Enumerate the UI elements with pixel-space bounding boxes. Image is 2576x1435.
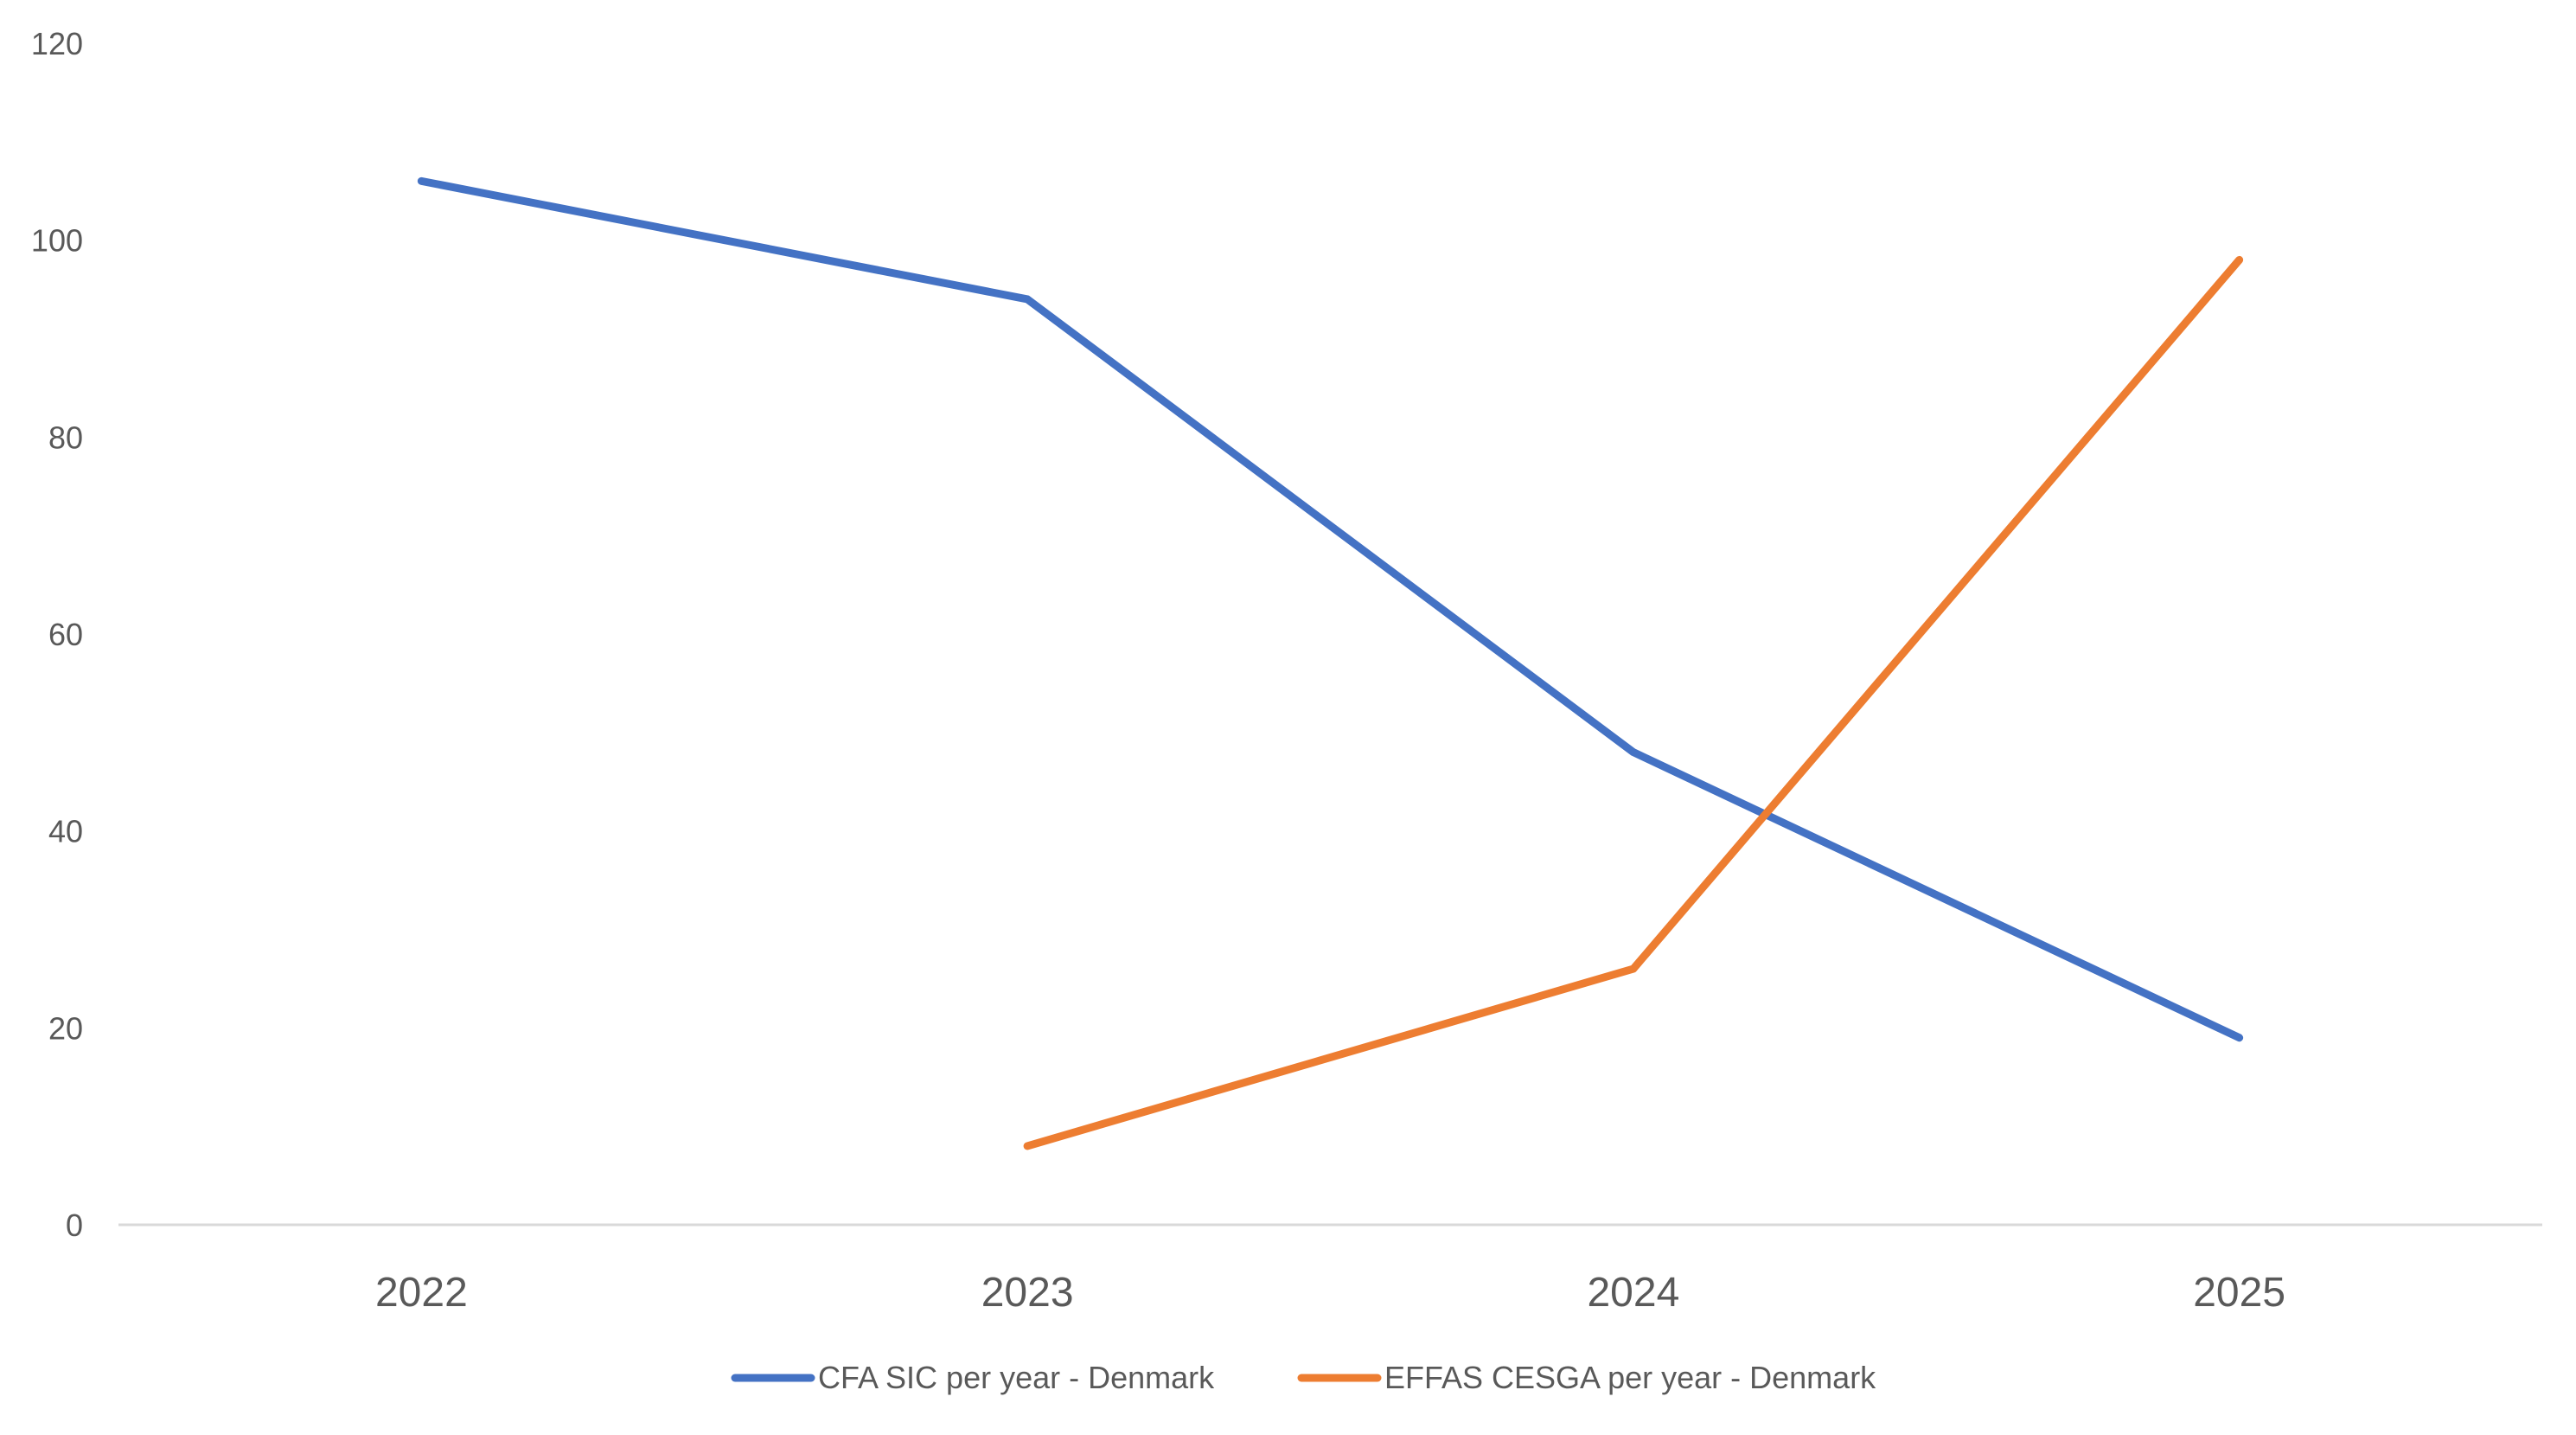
x-tick-label: 2023 — [981, 1270, 1074, 1316]
legend-label: CFA SIC per year - Denmark — [818, 1360, 1215, 1395]
legend-item: EFFAS CESGA per year - Denmark — [1297, 1360, 1876, 1395]
series-lines — [417, 176, 2244, 1150]
x-axis-ticks: 2022 2023 2024 2025 — [375, 1270, 2285, 1316]
y-tick-label: 40 — [48, 814, 83, 849]
x-tick-label: 2025 — [2193, 1270, 2285, 1316]
y-tick-label: 80 — [48, 420, 83, 455]
series-line-0 — [417, 176, 2244, 1042]
x-tick-label: 2024 — [1587, 1270, 1679, 1316]
x-tick-label: 2022 — [375, 1270, 468, 1316]
y-tick-label: 0 — [66, 1208, 83, 1243]
legend: CFA SIC per year - Denmark EFFAS CESGA pe… — [731, 1360, 1876, 1395]
y-tick-label: 20 — [48, 1010, 83, 1046]
y-tick-label: 120 — [31, 26, 83, 61]
y-tick-label: 60 — [48, 617, 83, 652]
series-line-1 — [1023, 255, 2244, 1150]
legend-item: CFA SIC per year - Denmark — [731, 1360, 1215, 1395]
y-tick-label: 100 — [31, 223, 83, 259]
y-axis-ticks: 0 20 40 60 80 100 120 — [31, 26, 83, 1243]
legend-label: EFFAS CESGA per year - Denmark — [1384, 1360, 1876, 1395]
